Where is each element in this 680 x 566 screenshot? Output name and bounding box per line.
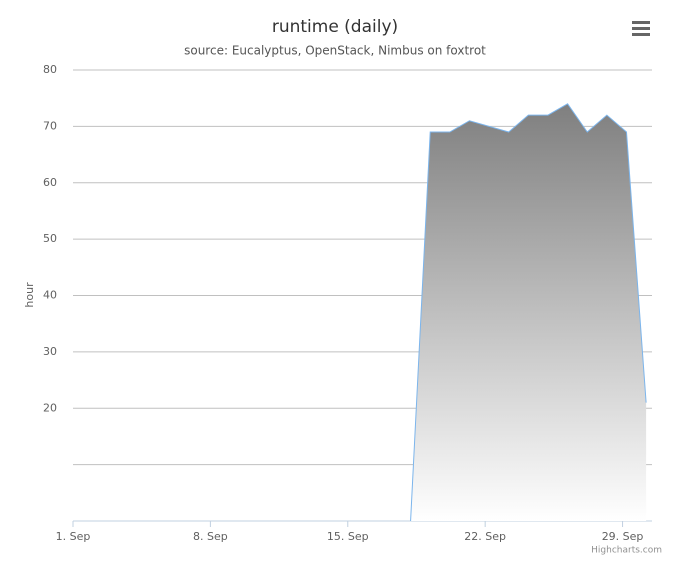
area-fill	[410, 103, 647, 521]
menu-button[interactable]	[632, 21, 650, 36]
series	[410, 103, 647, 521]
y-tick-label: 20	[43, 401, 57, 414]
x-tick-label: 1. Sep	[56, 530, 91, 543]
y-axis-label: hour	[23, 282, 36, 308]
menu-bar	[632, 33, 650, 36]
y-tick-label: 30	[43, 345, 57, 358]
credits[interactable]: Highcharts.com	[591, 546, 662, 556]
y-tick-label: 60	[43, 176, 57, 189]
y-tick-label: 50	[43, 232, 57, 245]
y-tick-label: 40	[43, 289, 57, 302]
chart-title: runtime (daily)	[272, 17, 398, 37]
menu-bar	[632, 27, 650, 30]
x-tick-label: 15. Sep	[327, 530, 369, 543]
menu-bar	[632, 21, 650, 24]
x-tick-label: 8. Sep	[193, 530, 228, 543]
y-tick-label: 70	[43, 119, 57, 132]
chart-subtitle: source: Eucalyptus, OpenStack, Nimbus on…	[184, 44, 486, 58]
x-tick-label: 29. Sep	[602, 530, 644, 543]
area-line	[410, 103, 647, 521]
y-tick-label: 80	[43, 63, 57, 76]
x-tick-label: 22. Sep	[464, 530, 506, 543]
